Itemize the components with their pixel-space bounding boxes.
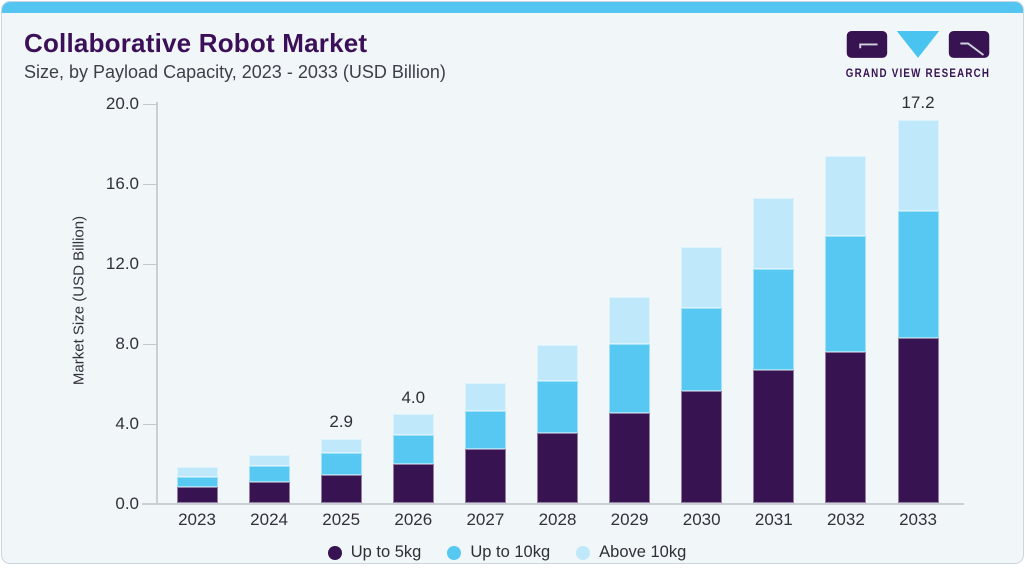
bar-segment	[681, 247, 723, 308]
x-axis-label: 2030	[682, 510, 721, 529]
y-tick-label: 12.0	[105, 254, 139, 273]
y-tick-mark	[143, 424, 157, 425]
logo-g-glyph	[859, 43, 878, 49]
bar-segment	[392, 435, 434, 464]
legend-dot	[447, 545, 462, 560]
bar-segment	[464, 383, 506, 411]
legend-label: Up to 5kg	[350, 543, 422, 561]
bar-segment	[176, 467, 218, 477]
legend-label: Above 10kg	[599, 543, 687, 561]
legend-item: Up to 10kg	[447, 543, 550, 562]
bar-segment	[537, 381, 578, 433]
y-tick-mark	[143, 344, 157, 345]
chart-subtitle: Size, by Payload Capacity, 2023 - 2033 (…	[24, 62, 446, 82]
stacked-bar	[176, 467, 218, 503]
stacked-bar	[609, 297, 651, 503]
chart-card: Collaborative Robot Market Size, by Payl…	[1, 1, 1024, 564]
stacked-bar	[248, 455, 290, 503]
bar-value-label: 4.0	[401, 388, 426, 407]
bar-segment	[897, 211, 939, 338]
bar-segment	[176, 487, 218, 503]
x-axis-label: 2027	[466, 510, 505, 529]
bar-segment	[320, 475, 362, 503]
x-axis-label: 2028	[538, 510, 577, 529]
stacked-bar	[753, 197, 795, 503]
logo-v-triangle	[896, 30, 940, 58]
y-tick-label: 8.0	[115, 334, 139, 353]
bar-segment	[320, 439, 362, 453]
chart-title: Collaborative Robot Market	[24, 28, 368, 58]
bar-segment	[897, 120, 939, 211]
logo-text: GRAND VIEW RESEARCH	[846, 68, 990, 80]
y-tick-label: 20.0	[105, 94, 139, 113]
x-axis-label: 2033	[899, 510, 937, 529]
y-tick-mark	[143, 184, 157, 185]
grand-view-research-logo: GRAND VIEW RESEARCH	[846, 30, 990, 80]
stacked-bar	[537, 345, 578, 503]
x-axis-line	[142, 503, 964, 505]
bar-segment	[464, 449, 506, 503]
x-axis-label: 2024	[250, 510, 288, 529]
y-tick-mark	[143, 104, 157, 105]
x-axis-label: 2032	[826, 510, 865, 529]
chart-legend: Up to 5kg Up to 10kg Above 10kg	[2, 543, 1012, 562]
legend-item: Up to 5kg	[327, 543, 422, 562]
stacked-bar	[825, 156, 867, 503]
bar-segment	[176, 477, 218, 487]
bar-segment	[537, 345, 578, 381]
bar-segment	[248, 482, 290, 503]
bar-segment	[537, 433, 578, 503]
x-axis-label: 2025	[322, 510, 361, 529]
y-tick-mark	[143, 264, 157, 265]
x-axis-label: 2023	[178, 510, 216, 529]
bar-segment	[248, 466, 290, 482]
bar-value-label: 17.2	[901, 93, 935, 112]
chart-header: Collaborative Robot Market Size, by Payl…	[24, 28, 446, 83]
y-axis-line	[156, 102, 158, 504]
stacked-bar	[681, 247, 723, 503]
logo-r-glyph	[960, 42, 985, 56]
accent-top-bar	[2, 2, 1023, 13]
legend-item: Above 10kg	[576, 543, 686, 562]
bar-segment	[897, 338, 939, 503]
legend-dot	[576, 545, 591, 560]
bar-segment	[609, 413, 651, 503]
bar-segment	[825, 236, 867, 352]
bar-segment	[248, 455, 290, 466]
y-tick-label: 0.0	[115, 494, 139, 513]
bar-segment	[825, 352, 867, 503]
bar-segment	[753, 269, 795, 370]
stacked-bar	[320, 438, 362, 503]
bar-segment	[681, 391, 723, 503]
y-tick-label: 16.0	[105, 174, 139, 193]
stacked-bar	[392, 414, 434, 503]
stacked-bar	[897, 119, 939, 503]
bar-segment	[825, 156, 867, 236]
bar-segment	[320, 453, 362, 475]
y-tick-label: 4.0	[115, 414, 139, 433]
bar-value-label: 2.9	[329, 412, 353, 431]
bar-segment	[753, 198, 795, 269]
bar-segment	[681, 307, 723, 392]
bar-segment	[392, 464, 434, 503]
legend-label: Up to 10kg	[470, 543, 551, 561]
bar-segment	[392, 414, 434, 435]
x-axis-label: 2029	[610, 510, 649, 529]
x-axis-label: 2026	[394, 510, 433, 529]
bar-segment	[464, 410, 506, 450]
legend-dot	[327, 545, 342, 560]
bar-segment	[609, 344, 651, 413]
stacked-bar	[464, 383, 506, 503]
x-axis-label: 2031	[754, 510, 793, 529]
y-axis-title: Market Size (USD Billion)	[70, 215, 88, 386]
bar-segment	[753, 370, 795, 503]
bar-segment	[609, 297, 651, 344]
